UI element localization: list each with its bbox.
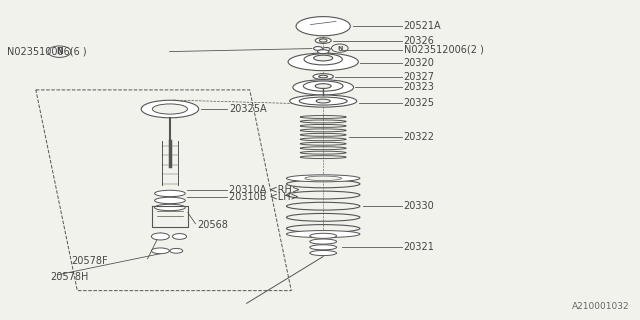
Ellipse shape [290,95,356,107]
Ellipse shape [314,47,323,50]
Text: 20310A <RH>: 20310A <RH> [229,185,300,195]
Ellipse shape [173,234,186,239]
Ellipse shape [155,204,185,211]
Ellipse shape [152,104,188,114]
Ellipse shape [152,233,170,240]
Text: 20322: 20322 [404,132,435,142]
Ellipse shape [316,84,331,88]
Ellipse shape [310,251,337,256]
Ellipse shape [287,175,360,182]
Ellipse shape [287,231,360,237]
Text: N023512006(2 ): N023512006(2 ) [404,45,484,55]
Ellipse shape [170,248,182,253]
Ellipse shape [313,74,333,79]
Ellipse shape [323,48,330,51]
Text: 20321: 20321 [404,242,435,252]
Ellipse shape [155,190,185,197]
Ellipse shape [317,50,329,53]
Ellipse shape [304,54,342,65]
Text: 20578F: 20578F [71,256,108,266]
Text: N023510006(6 ): N023510006(6 ) [7,47,86,57]
Text: 20327: 20327 [404,72,435,82]
Ellipse shape [300,97,347,105]
Text: 20320: 20320 [404,59,435,68]
Ellipse shape [303,81,343,91]
Text: A210001032: A210001032 [572,302,630,311]
Text: 20325A: 20325A [229,104,267,114]
Ellipse shape [305,176,342,180]
Ellipse shape [288,53,358,71]
Ellipse shape [319,39,327,42]
Text: 20568: 20568 [197,220,228,230]
Ellipse shape [293,80,353,95]
Ellipse shape [152,248,170,254]
Ellipse shape [319,75,328,78]
Text: 20521A: 20521A [404,21,442,31]
Ellipse shape [316,38,331,44]
Ellipse shape [310,233,337,238]
Ellipse shape [141,100,198,118]
Ellipse shape [310,239,337,244]
Ellipse shape [296,17,350,36]
Text: 20310B <LH>: 20310B <LH> [229,192,299,202]
Ellipse shape [310,245,337,250]
Text: 20326: 20326 [404,36,435,45]
Ellipse shape [314,55,333,61]
Ellipse shape [316,99,330,103]
Ellipse shape [155,197,185,204]
Text: N: N [337,46,342,51]
Text: 20323: 20323 [404,82,435,92]
Text: 20325: 20325 [404,98,435,108]
Text: 20578H: 20578H [51,272,89,282]
Text: N: N [56,47,63,56]
Text: 20330: 20330 [404,201,435,211]
